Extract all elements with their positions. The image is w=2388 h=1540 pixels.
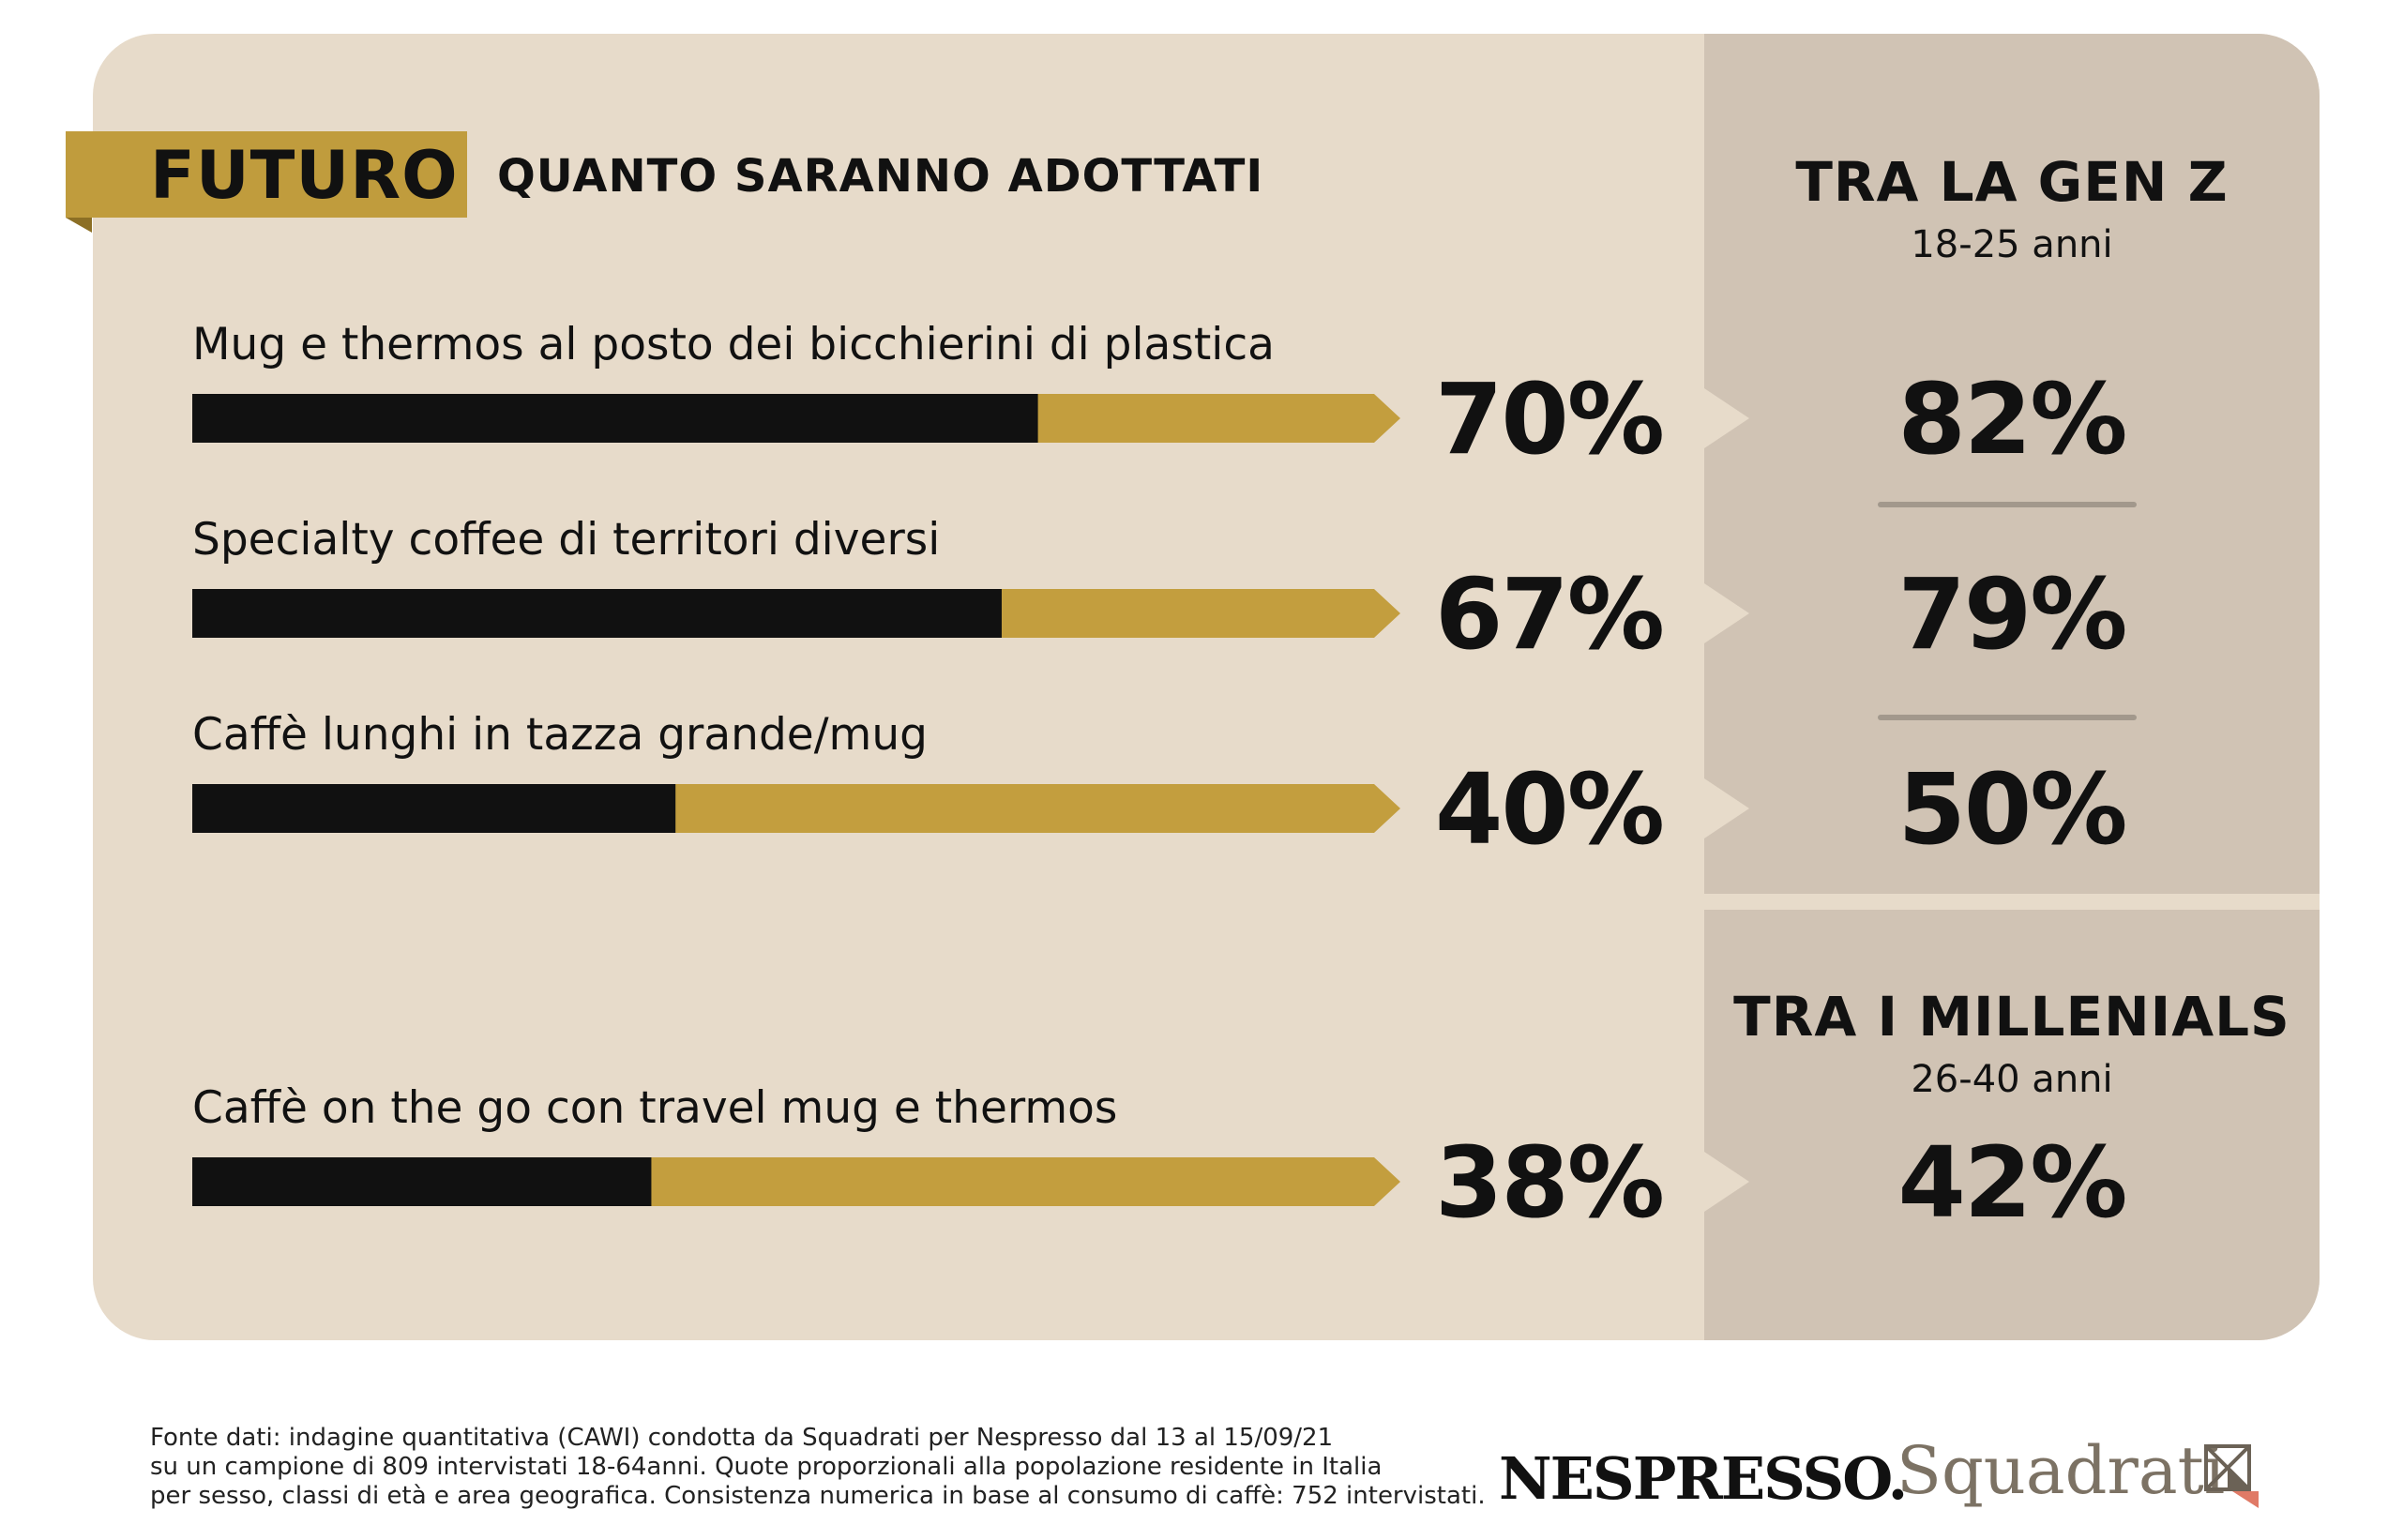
squadrati-mark-icon: [2204, 1444, 2259, 1508]
badge-label: FUTURO: [150, 137, 459, 214]
row-notch-1: [1704, 583, 1749, 643]
value-label-0: 70%: [1435, 362, 1665, 476]
value-label-1: 67%: [1435, 557, 1665, 672]
category-label-3: Caffè on the go con travel mug e thermos: [192, 1082, 1118, 1134]
genz-title: TRA LA GEN Z: [1795, 150, 2229, 214]
source-note: Fonte dati: indagine quantitativa (CAWI)…: [150, 1424, 1486, 1511]
genz-value-1: 79%: [1897, 557, 2128, 672]
genz-ages: 18-25 anni: [1911, 223, 2113, 266]
bar-fill-0: [192, 394, 1038, 443]
category-label-1: Specialty coffee di territori diversi: [192, 514, 941, 566]
separator-line-1: [1878, 715, 2137, 720]
row-notch-2: [1704, 778, 1749, 838]
futuro-badge: [66, 131, 467, 218]
genz-panel: [1704, 34, 2320, 894]
genz-value-0: 82%: [1897, 362, 2128, 476]
value-label-3: 38%: [1435, 1125, 1665, 1240]
millennials-value-0: 42%: [1897, 1125, 2128, 1240]
value-label-2: 40%: [1435, 752, 1665, 867]
row-notch-0: [1704, 388, 1749, 448]
bar-2: [192, 784, 1402, 833]
millennials-panel: [1704, 910, 2320, 1340]
source-line-2: su un campione di 809 intervistati 18-64…: [150, 1453, 1383, 1481]
category-label-0: Mug e thermos al posto dei bicchierini d…: [192, 319, 1275, 370]
bar-fill-1: [192, 589, 1002, 638]
bar-fill-2: [192, 784, 676, 833]
millennials-ages: 26-40 anni: [1911, 1058, 2113, 1101]
bar-fill-3: [192, 1157, 652, 1206]
chart-subtitle: QUANTO SARANNO ADOTTATI: [497, 150, 1264, 203]
category-label-2: Caffè lunghi in tazza grande/mug: [192, 709, 928, 761]
nespresso-logo: NESPRESSO.: [1499, 1444, 1908, 1513]
badge-fold: [66, 218, 92, 233]
source-line-3: per sesso, classi di età e area geografi…: [150, 1482, 1486, 1510]
squadrati-logo: Squadrati: [1897, 1432, 2226, 1509]
separator-line-0: [1878, 502, 2137, 507]
genz-value-2: 50%: [1897, 752, 2128, 867]
bar-0: [192, 394, 1402, 443]
millennials-title: TRA I MILLENIALS: [1733, 985, 2290, 1049]
source-line-1: Fonte dati: indagine quantitativa (CAWI)…: [150, 1424, 1334, 1452]
bar-1: [192, 589, 1402, 638]
row-notch-3: [1704, 1152, 1749, 1212]
bar-3: [192, 1157, 1402, 1206]
